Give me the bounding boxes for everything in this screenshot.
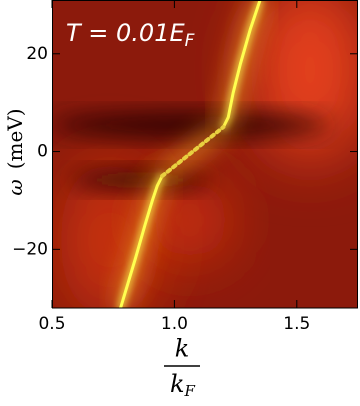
y-tick-label: 0 [37,142,48,162]
y-axis-label: ω (meV) [3,108,27,195]
x-label-numerator: k [175,335,190,363]
ridge [160,125,226,178]
ridge-core [222,0,262,128]
x-label-denominator: kF [170,370,196,401]
y-label-unit: (meV) [3,108,27,169]
axes: 0.5 1.0 1.5 −20 0 20 [12,0,358,334]
y-tick-label: 20 [26,44,48,64]
plot-frame [52,0,358,309]
annotation-subscript: F [185,31,195,51]
ridges [113,0,267,308]
x-label-denominator-k: k [170,370,185,398]
annotation: T = 0.01EF [66,19,195,51]
x-label-denominator-subscript: F [184,382,196,400]
heatmap [52,0,358,308]
y-tick-label: −20 [12,239,48,259]
glow [150,180,230,260]
x-tick-label: 1.0 [161,314,188,334]
dark-band [52,113,330,137]
dark-band [70,170,210,190]
y-label-symbol: ω [3,179,27,195]
x-tick-label: 1.5 [283,314,310,334]
annotation-text: T = 0.01E [66,19,185,47]
x-tick-label: 0.5 [38,314,65,334]
ridge-core [119,175,164,308]
